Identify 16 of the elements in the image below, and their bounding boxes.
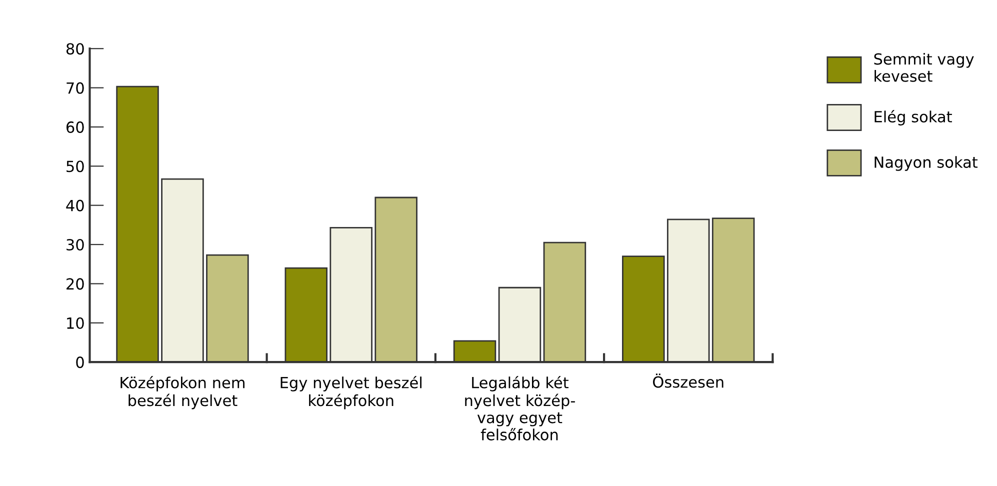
x-tick-label: Legalább két nyelvet közép- vagy egyet felsőfokon: [465, 376, 575, 440]
y-tick-label: 20: [66, 278, 84, 290]
legend-label: Nagyon sokat: [874, 156, 978, 171]
x-tick-label: Egy nyelvet beszél középfokon: [280, 376, 422, 410]
y-tick-label: 60: [66, 121, 84, 133]
y-tick-label: 80: [66, 43, 84, 55]
y-tick-label: 40: [66, 200, 84, 212]
y-tick-label: 10: [67, 317, 84, 329]
y-tick-label: 0: [76, 356, 84, 368]
legend-label: Semmit vagy keveset: [874, 52, 974, 82]
y-tick-label: 50: [66, 160, 84, 172]
x-tick-label: Összesen: [653, 374, 724, 388]
y-tick-label: 70: [66, 82, 84, 94]
x-tick-label: Középfokon nem beszél nyelvet: [120, 376, 244, 410]
legend-label: Elég sokat: [874, 110, 952, 126]
y-tick-label: 30: [66, 238, 84, 251]
